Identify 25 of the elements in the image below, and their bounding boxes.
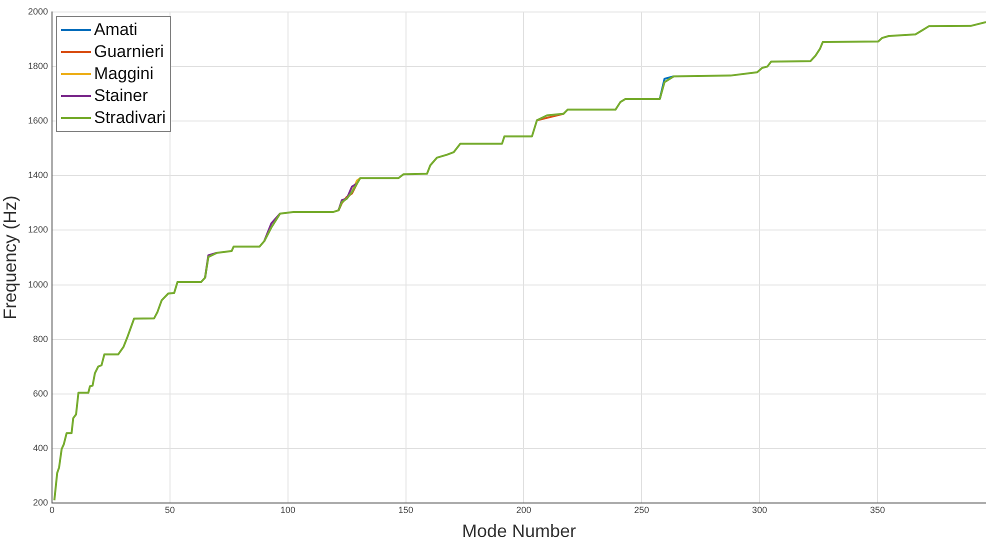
x-tick-label: 250 <box>634 504 650 515</box>
y-tick-label: 1400 <box>28 170 48 180</box>
x-tick-label: 0 <box>49 504 55 515</box>
x-axis-title: Mode Number <box>462 521 576 542</box>
x-tick-label: 100 <box>280 504 296 515</box>
legend-label: Guarnieri <box>94 42 164 62</box>
x-tick-label: 150 <box>398 504 414 515</box>
y-tick-label: 1600 <box>28 116 48 126</box>
y-tick-label: 200 <box>32 497 48 508</box>
y-tick-label: 400 <box>32 442 48 453</box>
y-tick-label: 1200 <box>28 224 48 235</box>
legend-label: Stradivari <box>94 108 166 128</box>
y-tick-label: 2000 <box>28 6 48 16</box>
y-tick-label: 1000 <box>28 279 48 290</box>
legend-label: Stainer <box>94 86 148 106</box>
x-tick-label: 200 <box>516 504 532 515</box>
legend-label: Amati <box>94 20 138 40</box>
y-axis-title: Frequency (Hz) <box>0 195 20 320</box>
y-tick-label: 800 <box>32 334 48 344</box>
y-tick-label: 1800 <box>28 61 48 72</box>
x-tick-label: 50 <box>164 504 175 515</box>
legend-label: Maggini <box>94 64 154 84</box>
x-tick-label: 350 <box>870 504 886 515</box>
y-tick-label: 600 <box>32 388 48 398</box>
x-tick-label: 300 <box>752 504 768 515</box>
